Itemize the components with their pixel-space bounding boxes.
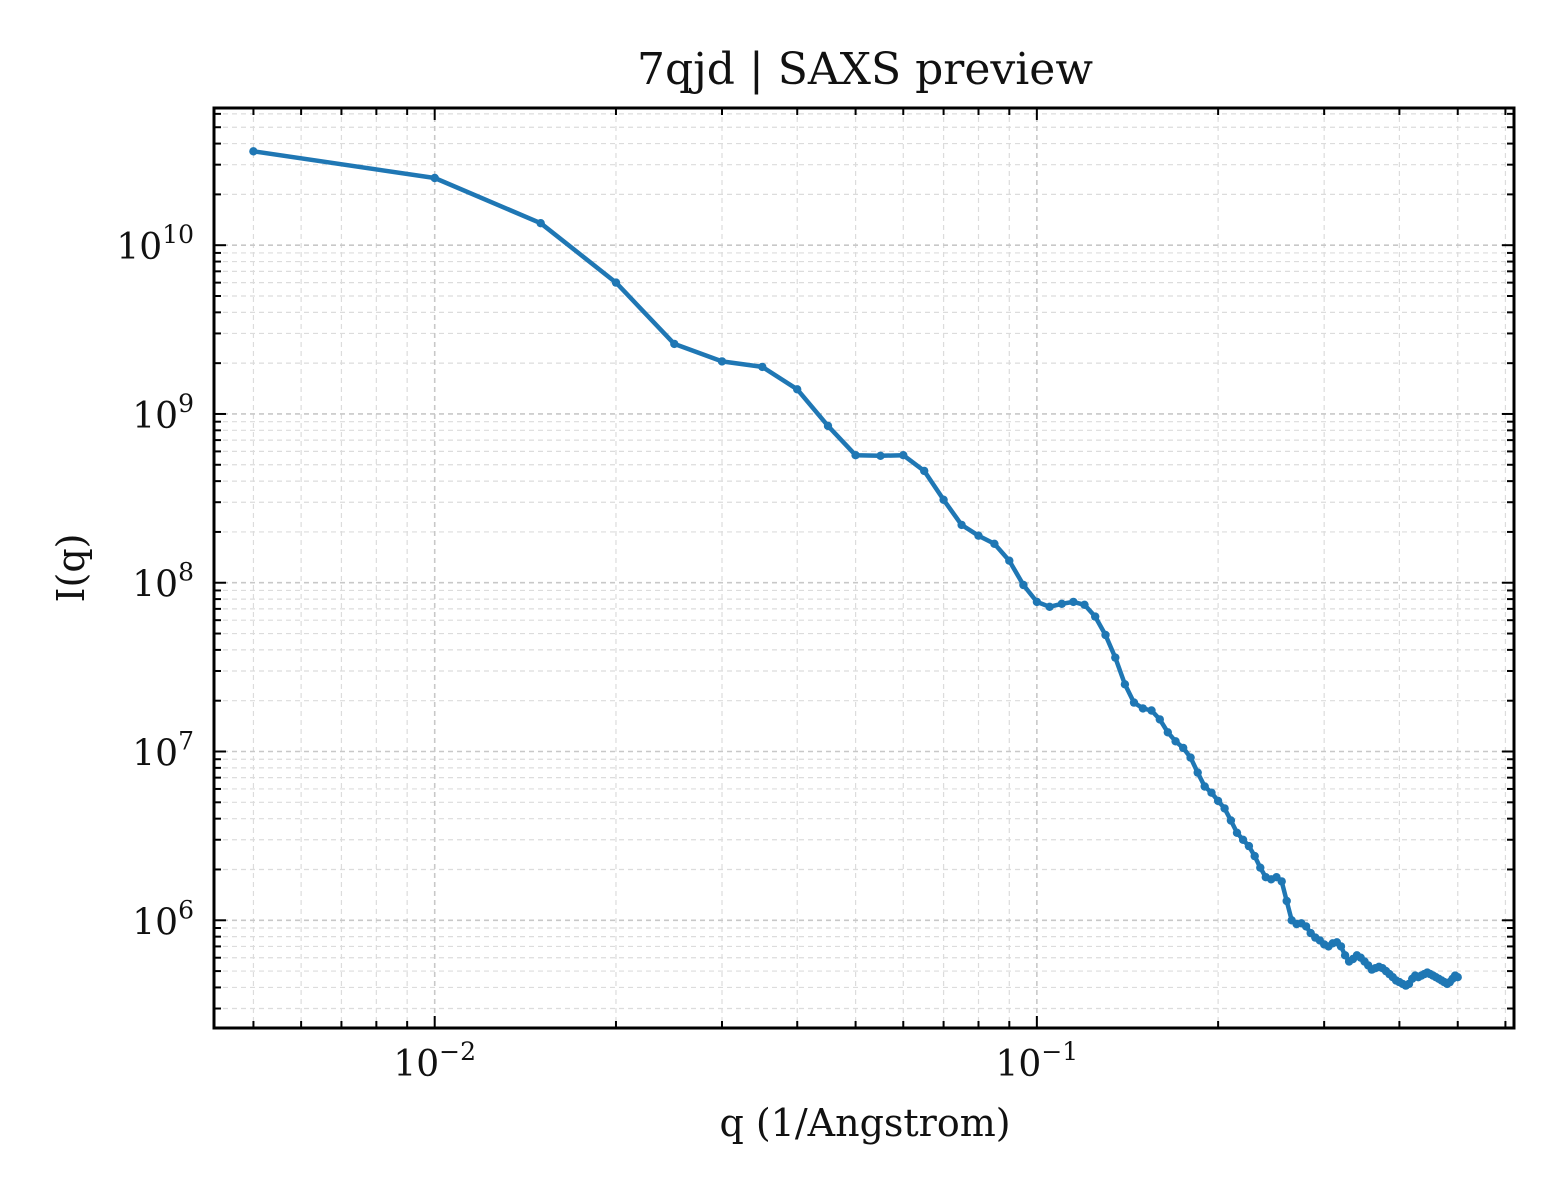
- y-tick-label: 109: [132, 389, 194, 437]
- data-point: [990, 539, 999, 548]
- data-point: [899, 451, 908, 460]
- data-point: [1256, 863, 1265, 872]
- data-point: [1282, 896, 1291, 906]
- data-point: [1091, 612, 1100, 621]
- data-series: [249, 147, 1462, 990]
- data-point: [1057, 599, 1067, 608]
- data-point: [1213, 796, 1223, 806]
- data-point: [920, 466, 929, 476]
- data-point: [1080, 600, 1089, 609]
- y-axis-label: I(q): [49, 534, 93, 603]
- data-point: [851, 451, 860, 460]
- data-point: [1200, 782, 1209, 791]
- data-point: [876, 451, 885, 460]
- minor-grid: [214, 108, 1514, 1028]
- chart-title: 7qjd | SAXS preview: [637, 44, 1093, 95]
- plot-frame: [212, 106, 1516, 1030]
- data-point: [536, 219, 545, 228]
- data-point: [670, 339, 679, 349]
- data-point: [1336, 942, 1346, 951]
- data-point: [1453, 973, 1462, 982]
- data-point: [1250, 851, 1259, 861]
- data-point: [1179, 743, 1188, 753]
- data-point: [1277, 877, 1286, 886]
- y-tick-label: 106: [132, 895, 194, 943]
- data-point: [1129, 698, 1139, 707]
- data-point: [1045, 602, 1054, 611]
- data-point: [939, 495, 948, 504]
- data-point: [793, 385, 802, 394]
- data-point: [1207, 788, 1216, 797]
- data-point: [1138, 704, 1148, 713]
- data-point: [1120, 680, 1130, 689]
- data-point: [430, 173, 439, 183]
- data-point: [1032, 597, 1042, 607]
- data-point: [249, 147, 258, 156]
- data-point: [1101, 630, 1110, 640]
- y-tick-label: 108: [132, 558, 194, 606]
- x-tick-label: 10−1: [996, 1037, 1079, 1085]
- data-point: [957, 520, 966, 530]
- data-point: [1226, 816, 1236, 825]
- data-point: [1019, 580, 1028, 590]
- data-point: [1244, 841, 1254, 851]
- data-point: [1340, 951, 1350, 960]
- data-point: [1232, 828, 1242, 837]
- data-point: [974, 531, 983, 540]
- data-point: [758, 362, 767, 372]
- data-point: [1186, 753, 1195, 762]
- data-point: [1163, 728, 1173, 737]
- x-tick-label: 10−2: [393, 1037, 476, 1085]
- data-point: [1005, 556, 1014, 565]
- data-point: [1111, 653, 1120, 662]
- data-point: [717, 357, 727, 366]
- data-point: [1220, 804, 1229, 813]
- data-point: [1147, 706, 1156, 715]
- y-tick-label: 1010: [116, 220, 194, 268]
- tick-labels: 10−2 10−1 106 107 108 109 1010: [116, 220, 1078, 1085]
- data-point: [823, 421, 833, 431]
- y-tick-label: 107: [132, 727, 194, 775]
- data-point: [1193, 768, 1202, 777]
- data-point: [1155, 715, 1165, 724]
- data-point: [611, 278, 621, 287]
- data-point: [1301, 922, 1311, 931]
- x-axis-label: q (1/Angstrom): [719, 1101, 1010, 1145]
- data-point: [1238, 835, 1248, 844]
- data-point: [1069, 597, 1078, 607]
- data-point: [1171, 737, 1180, 746]
